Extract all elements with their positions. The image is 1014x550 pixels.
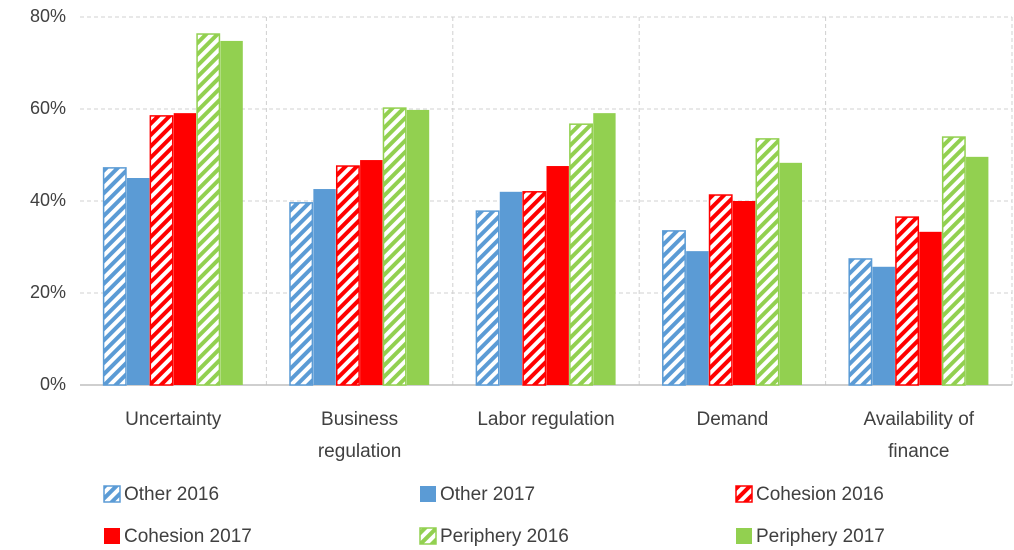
bar [126, 178, 150, 385]
bar [313, 189, 336, 385]
bar [546, 166, 569, 385]
bar [872, 266, 895, 385]
y-tick-label: 80% [30, 6, 66, 26]
y-tick-label: 40% [30, 190, 66, 210]
y-tick-label: 0% [40, 374, 66, 394]
legend-swatch [103, 485, 121, 503]
bar [499, 191, 523, 385]
bar [966, 156, 989, 385]
bar [779, 162, 803, 385]
bar [220, 40, 243, 386]
bar [475, 210, 500, 386]
bar [173, 113, 197, 385]
legend-swatch [420, 486, 436, 502]
legend-item: Periphery 2017 [736, 526, 885, 547]
bar [406, 109, 430, 386]
legend-swatch [104, 528, 120, 544]
legend-label: Other 2017 [440, 484, 535, 505]
bar [919, 231, 942, 385]
x-tick-label: Availability of finance [863, 409, 975, 462]
legend-swatch [419, 527, 437, 545]
x-tick-label: Uncertainty [125, 409, 222, 430]
bar [686, 251, 709, 385]
bar [335, 165, 360, 386]
y-tick-label: 20% [30, 282, 66, 302]
bar [196, 33, 221, 386]
legend-item: Cohesion 2017 [104, 526, 252, 547]
legend-label: Cohesion 2016 [756, 484, 884, 505]
bar [662, 230, 686, 386]
legend-swatch [736, 528, 752, 544]
bar [569, 123, 593, 386]
x-tick-label: Business regulation [317, 409, 402, 462]
bar [522, 191, 547, 386]
legend-item: Other 2016 [103, 484, 219, 505]
bar [289, 202, 314, 386]
legend-label: Periphery 2017 [756, 526, 885, 547]
x-tick-label: Labor regulation [477, 409, 615, 430]
legend-label: Cohesion 2017 [124, 526, 252, 547]
legend-label: Other 2016 [124, 484, 219, 505]
bar [732, 201, 756, 385]
legend-swatch [735, 485, 753, 503]
legend-item: Cohesion 2016 [735, 484, 884, 505]
x-tick-label: Demand [696, 409, 769, 430]
bar [382, 107, 407, 386]
bar [848, 258, 873, 386]
bar [755, 138, 780, 386]
bar [941, 136, 966, 386]
bar [102, 167, 127, 386]
legend-item: Other 2017 [420, 484, 535, 505]
bar [360, 160, 383, 385]
bar [708, 194, 733, 386]
bar [593, 113, 616, 385]
legend-item: Periphery 2016 [419, 526, 569, 547]
legend-label: Periphery 2016 [440, 526, 569, 547]
bar [895, 216, 920, 386]
y-tick-label: 60% [30, 98, 66, 118]
bar [149, 115, 174, 386]
